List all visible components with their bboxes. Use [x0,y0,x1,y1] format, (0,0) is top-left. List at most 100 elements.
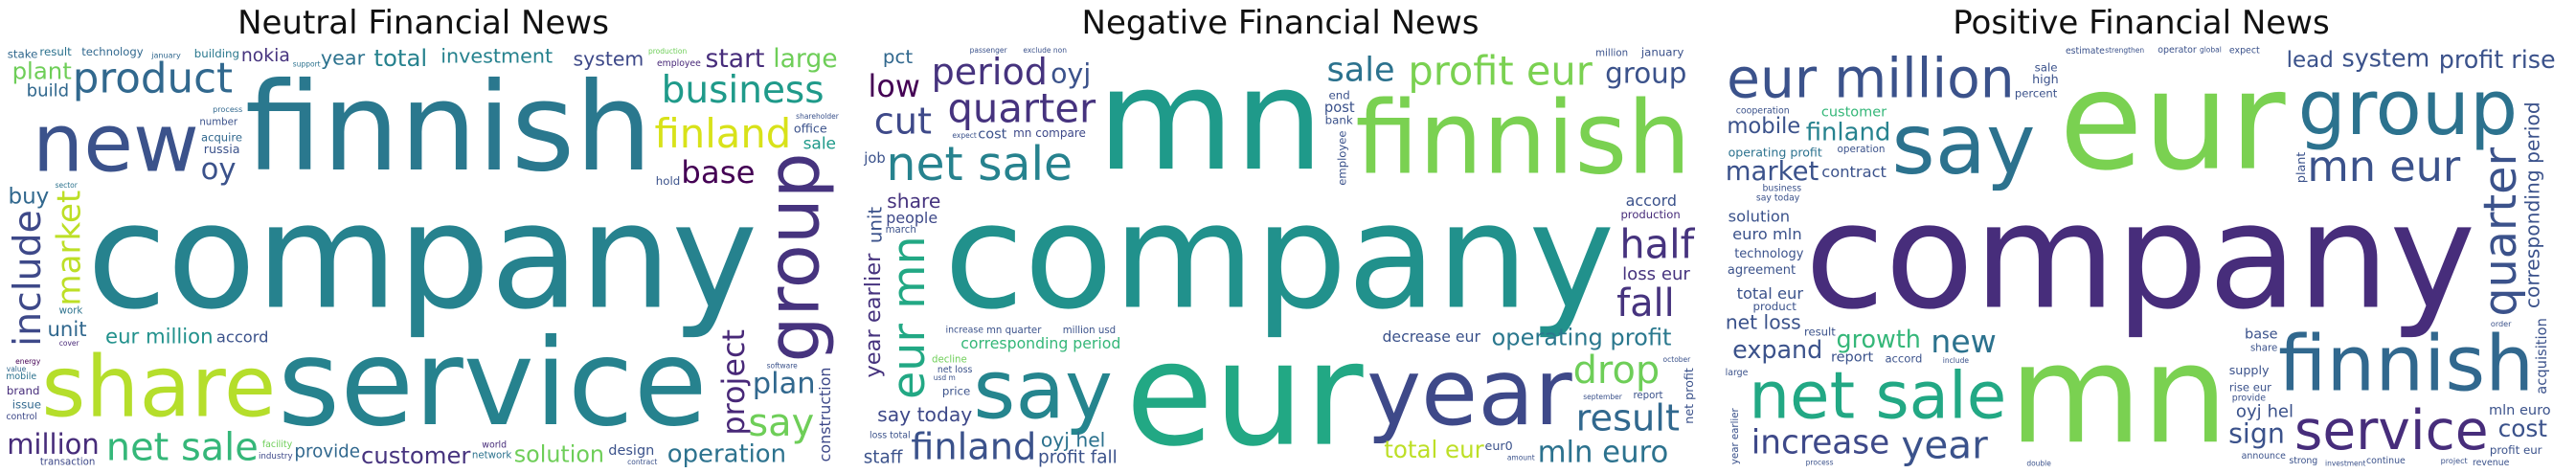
word-share: share [887,190,940,213]
word-say: say [1891,96,2035,193]
word-mn: mn [1097,44,1324,202]
word-oyj: oyj [1051,57,1091,89]
word-eur-mn: eur mn [883,236,936,399]
word-process: process [1806,459,1834,467]
word-include: include [1943,356,1970,365]
word-provide: provide [2232,394,2266,404]
word-eur0: eur0 [1485,439,1513,453]
word-continue: continue [2366,456,2406,466]
word-build: build [27,81,70,101]
word-price: price [942,384,970,397]
word-net-sale: net sale [1749,357,2006,433]
word-operation: operation [667,439,786,468]
word-mn-quarter: mn quarter [986,326,1042,336]
word-nokia: nokia [241,46,290,66]
word-office: office [794,122,827,136]
word-world: world [482,440,507,451]
word-quarter: quarter [947,85,1096,132]
word-design: design [608,443,654,459]
word-finnish: finnish [2278,320,2534,409]
word-sector: sector [56,181,79,190]
word-decline: decline [932,354,967,365]
word-facility: facility [262,439,293,450]
word-customer: customer [1821,104,1887,120]
word-amount: amount [1507,453,1535,462]
word-mobile: mobile [6,372,36,382]
word-result: result [1804,326,1836,339]
word-net-sale: net sale [887,137,1073,191]
word-million-usd: million usd [1063,326,1116,336]
word-company: company [1805,172,2476,342]
word-total: total [373,44,427,72]
word-finland: finland [1806,118,1891,146]
word-rise-eur: rise eur [2229,381,2271,394]
word-expect: expect [952,131,976,140]
word-new: new [1931,323,1997,360]
word-eur: eur [1125,312,1364,469]
word-buy: buy [9,185,50,210]
word-group: group [2298,64,2518,152]
word-large: large [773,44,837,74]
word-operating-profit: operating profit [1492,325,1672,351]
word-project: project [715,329,752,436]
word-operation: operation [1838,144,1886,155]
word-process: process [213,104,242,114]
word-sale: sale [2035,61,2058,75]
word-large: large [1726,368,1749,378]
word-plant: plant [12,56,72,84]
word-group: group [1605,57,1686,90]
word-building: building [194,47,239,60]
word-accord: accord [1885,352,1922,366]
word-product: product [73,55,233,102]
word-cooperation: cooperation [1736,106,1790,117]
word-fall: fall [1616,282,1675,326]
word-january: january [150,50,181,59]
word-lead: lead [2287,48,2334,73]
word-drop: drop [1573,349,1661,393]
word-support: support [293,60,321,69]
word-corresponding-period: corresponding period [2521,101,2544,308]
word-sale: sale [803,135,836,154]
word-increase: increase [946,326,984,336]
word-plan: plan [753,367,816,400]
word-quarter: quarter [2474,147,2527,317]
word-solution: solution [1729,208,1790,226]
word-profit-eur: profit eur [2490,443,2542,457]
word-bank: bank [1325,113,1353,126]
word-pct: pct [883,46,913,68]
word-investment: investment [441,44,553,67]
word-loss-total: loss total [870,430,911,440]
word-group: group [752,152,836,362]
word-finnish: finnish [245,56,653,199]
word-half: half [1619,221,1695,268]
word-report: report [1633,391,1662,401]
word-corresponding-period: corresponding period [960,334,1120,352]
word-operating-profit: operating profit [1729,146,1822,160]
panel-positive: Positive Financial News company eur mn finn… [1720,0,2563,473]
word-profit-rise: profit rise [2439,45,2556,74]
word-finnish: finnish [1355,79,1691,197]
word-share: share [2250,343,2277,353]
word-solution: solution [514,441,604,468]
word-stake: stake [8,48,38,61]
word-mn-eur: mn eur [2307,142,2461,191]
panel-neutral: Neutral Financial News company finnish ser… [2,0,845,473]
panel-negative: Negative Financial News company eur mn finn… [859,0,1702,473]
word-million: million [7,428,100,461]
word-company: company [944,172,1616,342]
word-project: project [2441,456,2468,465]
word-new: new [33,97,199,191]
word-shareholder: shareholder [796,112,840,121]
word-cost: cost [978,126,1006,142]
word-service: service [2294,399,2489,462]
word-work: work [59,305,83,316]
word-acquire: acquire [201,131,242,145]
word-business: business [662,69,825,112]
word-year: year [1901,422,1988,468]
word-base: base [681,154,755,191]
word-euro-mln: euro mln [1732,225,1802,243]
word-contract: contract [627,458,657,466]
word-unit: unit [865,207,887,244]
word-company: company [87,172,758,342]
